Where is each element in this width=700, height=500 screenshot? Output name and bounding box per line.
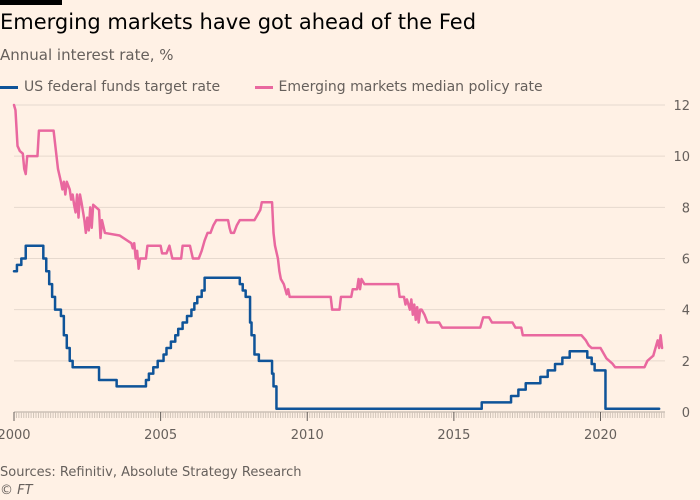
legend-item-fed: US federal funds target rate: [0, 79, 220, 95]
brand-bar: [0, 0, 62, 5]
chart-subtitle: Annual interest rate, %: [0, 46, 174, 64]
ft-credit: © FT: [0, 483, 33, 498]
legend-item-em: Emerging markets median policy rate: [254, 79, 543, 95]
y-tick-label-12: 12: [673, 99, 690, 114]
line-chart: 0 2 4 6 8 10 12 2000 2005 2010 2015 2020: [0, 99, 690, 443]
legend-swatch-fed: [0, 85, 18, 89]
fed-rate-line: [12, 244, 661, 411]
y-tick-label-6: 6: [682, 253, 690, 268]
legend-swatch-em: [254, 85, 273, 89]
y-tick-label-8: 8: [682, 201, 690, 216]
x-tick-label-2020: 2020: [584, 428, 617, 443]
em-policy-rate-line: [12, 103, 664, 369]
legend-label-em: Emerging markets median policy rate: [278, 79, 543, 95]
x-tick-label-2015: 2015: [437, 428, 470, 443]
x-tick-label-2005: 2005: [144, 428, 177, 443]
legend: US federal funds target rate Emerging ma…: [0, 79, 543, 95]
y-tick-label-2: 2: [682, 355, 690, 370]
y-tick-label-10: 10: [673, 150, 690, 165]
y-tick-label-4: 4: [682, 304, 690, 319]
source-note: Sources: Refinitiv, Absolute Strategy Re…: [0, 465, 302, 480]
y-tick-label-0: 0: [682, 406, 690, 421]
chart-title: Emerging markets have got ahead of the F…: [0, 10, 477, 34]
x-tick-label-2000: 2000: [0, 428, 31, 443]
legend-label-fed: US federal funds target rate: [24, 79, 221, 95]
x-tick-label-2010: 2010: [291, 428, 324, 443]
